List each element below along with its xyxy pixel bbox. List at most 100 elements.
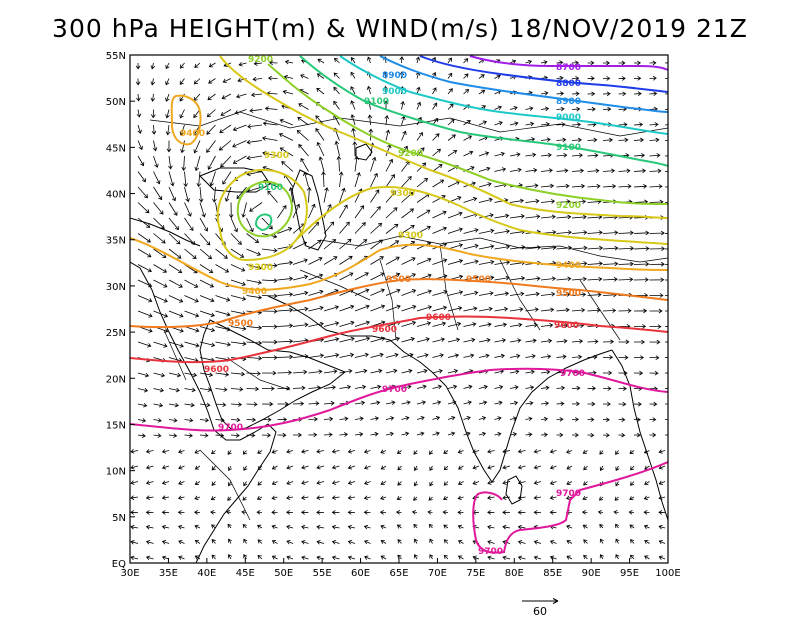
wind-vector xyxy=(215,295,231,302)
wind-vector xyxy=(413,450,418,455)
wind-vector xyxy=(177,510,185,515)
wind-vector xyxy=(463,259,479,265)
wind-vector xyxy=(145,510,154,515)
wind-vector xyxy=(184,279,199,288)
wind-vector xyxy=(494,105,502,110)
wind-vector xyxy=(385,158,394,172)
wind-vector xyxy=(587,137,598,143)
wind-vector xyxy=(447,57,452,64)
wind-vector xyxy=(379,510,387,515)
wind-vector xyxy=(277,354,294,360)
wind-vector xyxy=(571,354,583,360)
wind-vector xyxy=(178,465,185,470)
y-tick-label: 40N xyxy=(106,190,126,201)
wind-vector xyxy=(184,217,194,232)
wind-vector xyxy=(380,495,387,501)
wind-vector xyxy=(153,402,164,408)
contour-9200 xyxy=(236,63,668,238)
wind-vector xyxy=(333,86,340,95)
wind-vector xyxy=(354,368,368,374)
wind-vector xyxy=(261,355,278,360)
wind-vector xyxy=(478,182,492,188)
wind-vector xyxy=(283,74,294,80)
wind-vector xyxy=(664,295,668,296)
wind-vector xyxy=(230,295,247,301)
wind-vector xyxy=(549,510,557,515)
wind-vector xyxy=(308,221,320,234)
map-frame xyxy=(129,54,669,564)
wind-vector xyxy=(277,205,287,219)
wind-vector xyxy=(257,481,263,486)
reference-arrow-head xyxy=(552,598,559,604)
wind-vector xyxy=(334,140,340,157)
wind-vector xyxy=(331,464,340,470)
wind-vector xyxy=(649,324,662,329)
wind-vector xyxy=(571,214,587,220)
wind-vector xyxy=(168,233,181,245)
wind-vector xyxy=(664,124,668,126)
contour-label-8800: 8800 xyxy=(556,79,581,89)
wind-vector xyxy=(494,74,501,79)
wind-vector xyxy=(363,524,371,530)
wind-vector xyxy=(385,431,394,437)
wind-vector xyxy=(241,509,247,515)
wind-vector xyxy=(571,432,579,438)
wind-vector xyxy=(533,465,542,470)
contour-9500 xyxy=(130,278,668,329)
wind-vector xyxy=(463,306,478,312)
wind-vector xyxy=(286,510,294,515)
wind-vector xyxy=(370,352,384,358)
wind-vector xyxy=(198,186,204,203)
wind-vector xyxy=(256,510,263,515)
wind-vector xyxy=(633,246,650,251)
wind-vector xyxy=(463,384,473,390)
wind-vector xyxy=(367,56,372,64)
wind-vector xyxy=(540,291,556,297)
wind-vector xyxy=(184,372,198,378)
wind-vector xyxy=(664,357,668,358)
wind-vector xyxy=(284,59,294,65)
wind-vector xyxy=(184,417,194,423)
wind-vector xyxy=(261,324,278,330)
wind-vector xyxy=(401,208,415,219)
wind-vector xyxy=(271,555,278,560)
wind-vector xyxy=(494,353,505,359)
wind-vector xyxy=(267,190,278,203)
wind-vector xyxy=(463,275,479,281)
wind-vector xyxy=(432,353,444,358)
wind-vector xyxy=(354,320,370,327)
wind-vector xyxy=(306,186,312,203)
wind-vector xyxy=(618,355,629,360)
wind-vector xyxy=(416,86,421,95)
wind-vector xyxy=(246,402,258,407)
wind-vector xyxy=(432,321,447,327)
wind-vector xyxy=(292,432,302,438)
wind-vector xyxy=(199,202,206,218)
wind-vector xyxy=(502,495,511,500)
wind-vector xyxy=(664,388,668,389)
wind-vector xyxy=(618,60,626,66)
wind-vector xyxy=(261,401,274,407)
wind-vector xyxy=(137,233,151,243)
wind-vector xyxy=(354,336,371,343)
wind-vector xyxy=(168,387,180,393)
wind-vector xyxy=(145,495,154,500)
wind-vector xyxy=(443,481,449,486)
contour-9300 xyxy=(216,55,668,262)
wind-vector xyxy=(261,136,278,141)
wind-vector xyxy=(153,155,159,168)
wind-vector xyxy=(315,128,325,141)
wind-vector xyxy=(509,59,517,64)
wind-vector xyxy=(517,555,526,561)
wind-vector xyxy=(457,495,464,501)
contour-label-9500: 9500 xyxy=(556,289,581,299)
wind-vector xyxy=(587,106,596,112)
wind-vector xyxy=(487,540,495,545)
contour-label-9100: 9100 xyxy=(364,97,389,107)
contour-label-9200: 9200 xyxy=(398,149,423,159)
wind-vector xyxy=(153,202,164,215)
wind-vector xyxy=(339,384,352,390)
india-coastline xyxy=(389,339,613,483)
x-tick-label: 30E xyxy=(120,568,139,579)
